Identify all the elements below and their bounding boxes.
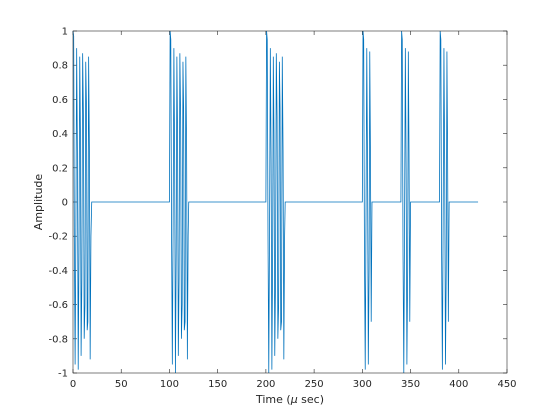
x-tick-label: 450 <box>497 379 516 390</box>
x-tick-label: 50 <box>115 379 128 390</box>
x-tick-label: 100 <box>160 379 179 390</box>
y-tick-label: 0.2 <box>52 163 68 174</box>
plot-frame <box>72 30 508 374</box>
y-tick-label: 0.4 <box>52 129 68 140</box>
x-axis-title-suffix: sec) <box>298 393 324 406</box>
y-axis-title: Amplitude <box>32 174 45 231</box>
x-tick-label: 350 <box>401 379 420 390</box>
x-tick-label: 250 <box>305 379 324 390</box>
x-tick-label: 400 <box>449 379 468 390</box>
y-tick-label: -1 <box>58 369 68 380</box>
y-tick-label: 0.6 <box>52 95 68 106</box>
x-tick-label: 0 <box>70 379 76 390</box>
y-tick-label: 0.8 <box>52 61 68 72</box>
x-tick-label: 300 <box>353 379 372 390</box>
x-axis-title-mu: μ <box>290 393 298 406</box>
y-tick-label: -0.2 <box>48 232 68 243</box>
series-line-0 <box>72 30 479 374</box>
y-tick-label: -0.6 <box>48 300 68 311</box>
y-tick-label: 0 <box>62 198 68 209</box>
x-tick-label: 150 <box>208 379 227 390</box>
x-axis-title: Time (μ sec) <box>255 393 324 406</box>
y-tick-label: -0.8 <box>48 334 68 345</box>
y-tick-label: -0.4 <box>48 266 68 277</box>
x-axis-title-prefix: Time ( <box>255 393 291 406</box>
x-tick-label: 200 <box>256 379 275 390</box>
y-tick-label: 1 <box>62 27 68 38</box>
